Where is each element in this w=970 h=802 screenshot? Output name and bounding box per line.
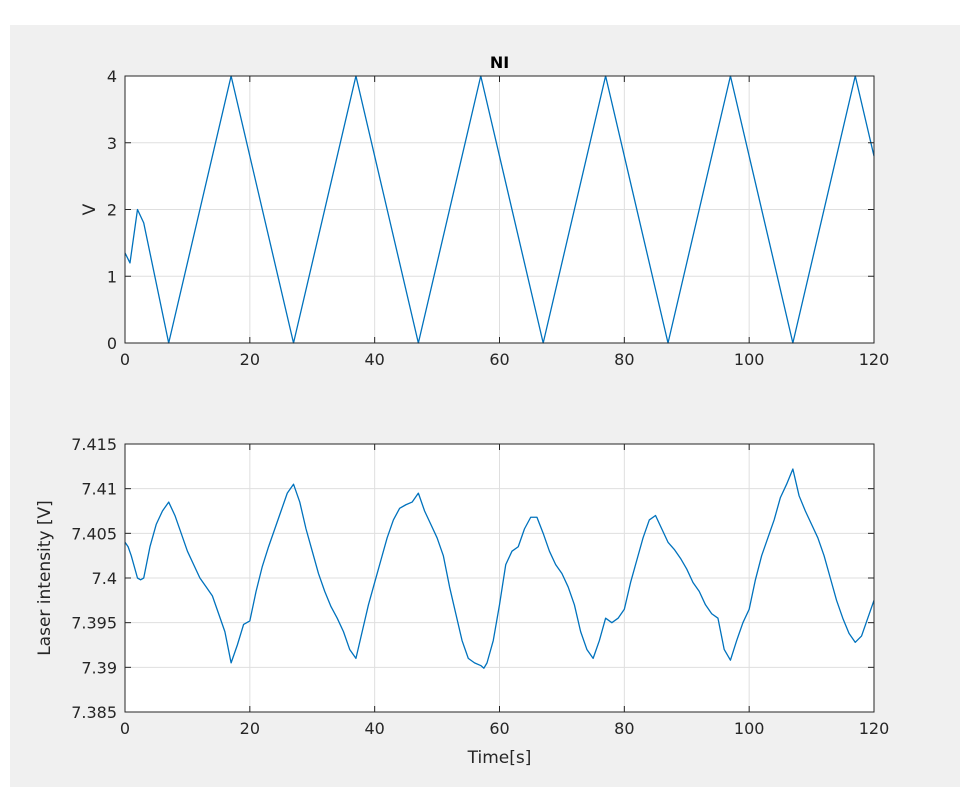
x-axis-label: Time[s] — [467, 748, 532, 768]
y-tick-label: 4 — [107, 67, 117, 86]
y-tick-label: 0 — [107, 334, 117, 353]
y-tick-label: 7.395 — [71, 614, 117, 633]
x-tick-label: 100 — [734, 719, 765, 738]
y-axis-label: V — [80, 203, 100, 215]
y-tick-label: 7.4 — [92, 569, 117, 588]
y-tick-label: 7.405 — [71, 524, 117, 543]
y-tick-label: 2 — [107, 201, 117, 220]
x-tick-label: 100 — [734, 350, 765, 369]
y-tick-label: 1 — [107, 267, 117, 286]
y-tick-label: 7.39 — [81, 658, 117, 677]
x-tick-label: 0 — [120, 350, 130, 369]
y-tick-label: 7.41 — [81, 480, 117, 499]
chart-title: NI — [490, 53, 509, 72]
x-tick-label: 0 — [120, 719, 130, 738]
x-tick-label: 80 — [614, 350, 634, 369]
y-tick-label: 7.415 — [71, 435, 117, 454]
x-tick-label: 80 — [614, 719, 634, 738]
axes-1: 0 20 40 60 80 100 120 0 1 2 3 4 NI V — [80, 53, 889, 369]
x-tick-label: 60 — [489, 719, 509, 738]
x-tick-label: 20 — [240, 719, 260, 738]
series-line — [124, 468, 875, 669]
axes-2: 0 20 40 60 80 100 120 7.385 7.39 7.395 7.4 7.405 7.4… — [35, 435, 889, 768]
x-tick-label: 120 — [859, 719, 890, 738]
y-axis-label: Laser intensity [V] — [35, 500, 55, 656]
x-tick-label: 40 — [364, 719, 384, 738]
x-tick-label: 60 — [489, 350, 509, 369]
x-tick-label: 120 — [859, 350, 890, 369]
x-tick-label: 20 — [240, 350, 260, 369]
x-tick-label: 40 — [364, 350, 384, 369]
y-tick-label: 7.385 — [71, 703, 117, 722]
y-tick-label: 3 — [107, 134, 117, 153]
